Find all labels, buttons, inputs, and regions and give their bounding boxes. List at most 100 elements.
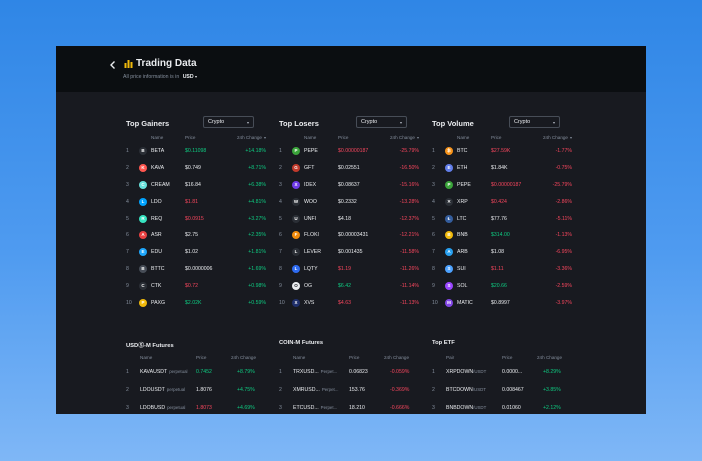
coin-name: XVS — [304, 300, 315, 307]
column-24h-change[interactable]: 24h Change — [237, 135, 266, 140]
coin-name: MATIC — [457, 300, 473, 307]
contract-24h-change: +3.85% — [543, 386, 561, 393]
top-etf-column-headers: Pair Price 24h Change — [432, 353, 572, 363]
table-row[interactable]: 1 ₿ BTC $27.59K -1.77% — [432, 143, 572, 160]
table-row[interactable]: 5 Ł LTC $77.76 -5.11% — [432, 211, 572, 228]
top-gainers-filter-dropdown[interactable]: Crypto — [203, 116, 254, 128]
coin-price: $0.11098 — [185, 148, 207, 154]
table-row[interactable]: 9 C CTK $0.72 +0.98% — [126, 278, 266, 295]
coin-price: $0.0915 — [185, 215, 204, 222]
table-row[interactable]: 3 BNBDOWN/USDT 0.01060 +2.12% — [432, 399, 572, 414]
table-row[interactable]: 10 X XVS $4.63 -11.13% — [279, 295, 419, 312]
top-gainers-column-headers: Name Price 24h Change — [126, 133, 266, 143]
bnb-icon: B — [445, 231, 453, 240]
table-row[interactable]: 4 ✕ XRP $0.424 -2.86% — [432, 194, 572, 211]
unfi-icon: U — [292, 214, 300, 223]
table-row[interactable]: 3 P PEPE $0.00000187 -25.79% — [432, 177, 572, 194]
table-row[interactable]: 2 G GFT $0.02551 -16.50% — [279, 160, 419, 177]
row-rank: 3 — [126, 181, 129, 188]
table-row[interactable]: 8 L LQTY $1.19 -11.26% — [279, 261, 419, 278]
table-row[interactable]: 8 S SUI $1.11 -3.36% — [432, 261, 572, 278]
row-rank: 2 — [126, 164, 129, 171]
coinm-futures-panel: COIN-M Futures Name Price 24h Change 1 TRXUSD… — [279, 340, 419, 414]
table-row[interactable]: 2 XMRUSD... Perpet... 153.76 -0.369% — [279, 381, 419, 399]
coin-24h-change: -1.77% — [555, 148, 572, 154]
table-row[interactable]: 3 X IDEX $0.08637 -15.16% — [279, 177, 419, 194]
contract-price: 0.06823 — [349, 369, 368, 375]
coinm-futures-column-headers: Name Price 24h Change — [279, 353, 419, 363]
coin-name: PEPE — [457, 181, 471, 188]
contract-symbol: ETCUSD... Perpet... — [293, 405, 337, 411]
coin-24h-change: -2.59% — [555, 283, 572, 290]
coin-name: XRP — [457, 198, 468, 205]
symbol-suffix: /USDT — [473, 404, 487, 410]
table-row[interactable]: 4 W WOO $0.2332 -13.28% — [279, 194, 419, 211]
symbol-suffix: perpetual — [166, 386, 186, 392]
row-rank: 4 — [432, 198, 435, 205]
pepe-icon: P — [292, 147, 300, 155]
table-row[interactable]: 3 C CREAM $16.84 +6.38% — [126, 177, 266, 194]
table-row[interactable]: 6 A ASR $2.75 +2.35% — [126, 227, 266, 244]
symbol-suffix: Perpet... — [320, 404, 338, 410]
row-rank: 1 — [126, 148, 129, 154]
coin-price: $0.00003431 — [338, 232, 369, 239]
table-row[interactable]: 2 K KAVA $0.749 +8.71% — [126, 160, 266, 177]
contract-price: 0.01060 — [502, 404, 521, 411]
table-row[interactable]: 1 XRPDOWN/USDT 0.0000... +8.29% — [432, 363, 572, 381]
column-name: Name — [140, 355, 153, 360]
table-row[interactable]: 10 M MATIC $0.8997 -3.97% — [432, 295, 572, 312]
table-row[interactable]: 1 TRXUSD... Perpet... 0.06823 -0.059% — [279, 363, 419, 381]
table-row[interactable]: 4 L LDO $1.81 +4.81% — [126, 194, 266, 211]
symbol-name: LDOBUSD — [140, 404, 166, 411]
coin-24h-change: +14.18% — [245, 148, 266, 154]
coin-24h-change: -11.58% — [400, 249, 419, 256]
column-24h-change[interactable]: 24h Change — [390, 135, 419, 140]
contract-symbol: XMRUSD... Perpet... — [293, 387, 338, 393]
table-row[interactable]: 3 LDOBUSD perpetual 1.8073 +4.69% — [126, 399, 266, 414]
row-rank: 5 — [279, 215, 282, 222]
table-row[interactable]: 7 E EDU $1.02 +1.81% — [126, 244, 266, 261]
table-row[interactable]: 8 B BTTC $0.0000006 +1.69% — [126, 261, 266, 278]
table-row[interactable]: 2 E ETH $1.84K -0.75% — [432, 160, 572, 177]
contract-symbol: TRXUSD... Perpet... — [293, 369, 337, 375]
back-arrow-icon[interactable] — [108, 60, 118, 70]
coin-24h-change: -11.14% — [400, 283, 419, 290]
table-row[interactable]: 5 U UNFI $4.18 -12.37% — [279, 211, 419, 228]
table-row[interactable]: 2 LDOUSDT perpetual 1.8076 +4.75% — [126, 381, 266, 399]
table-row[interactable]: 7 A ARB $1.08 -6.95% — [432, 244, 572, 261]
row-rank: 8 — [126, 266, 129, 273]
row-rank: 8 — [432, 266, 435, 273]
table-row[interactable]: 3 ETCUSD... Perpet... 18.210 -0.666% — [279, 399, 419, 414]
table-row[interactable]: 9 S SOL $20.66 -2.59% — [432, 278, 572, 295]
table-row[interactable]: 1 B BETA $0.11098 +14.18% — [126, 143, 266, 160]
top-volume-filter-dropdown[interactable]: Crypto — [509, 116, 560, 128]
top-gainers-header: Top Gainers Crypto — [126, 116, 266, 130]
dropdown-value: Crypto — [361, 119, 378, 125]
table-row[interactable]: 6 F FLOKI $0.00003431 -12.21% — [279, 227, 419, 244]
table-row[interactable]: 9 O OG $6.42 -11.14% — [279, 278, 419, 295]
column-price: Price — [185, 135, 196, 140]
table-row[interactable]: 1 KAVAUSDT perpetual 0.7452 +8.79% — [126, 363, 266, 381]
coin-name: EDU — [151, 249, 162, 256]
table-row[interactable]: 2 BTCDOWN/USDT 0.008467 +3.85% — [432, 381, 572, 399]
symbol-name: ETCUSD... — [293, 404, 319, 411]
ctk-icon: C — [139, 282, 147, 291]
table-row[interactable]: 6 B BNB $314.00 -1.13% — [432, 227, 572, 244]
coin-24h-change: +3.27% — [248, 215, 266, 222]
page-header: Trading Data All price information is in… — [56, 46, 646, 92]
table-row[interactable]: 7 L LEVER $0.001435 -11.58% — [279, 244, 419, 261]
top-losers-filter-dropdown[interactable]: Crypto — [356, 116, 407, 128]
table-row[interactable]: 5 R REQ $0.0915 +3.27% — [126, 211, 266, 228]
table-row[interactable]: 10 P PAXG $2.02K +0.59% — [126, 295, 266, 312]
og-icon: O — [292, 282, 300, 291]
arb-icon: A — [445, 248, 453, 257]
coin-24h-change: -3.36% — [555, 266, 572, 273]
coin-name: FLOKI — [304, 232, 319, 239]
column-name: Name — [304, 135, 317, 140]
column-24h-change[interactable]: 24h Change — [543, 135, 572, 140]
coin-24h-change: -25.79% — [552, 181, 572, 188]
currency-selector[interactable]: USD — [183, 74, 198, 80]
coin-name: ARB — [457, 249, 468, 256]
table-row[interactable]: 1 P PEPE $0.00000187 -25.79% — [279, 143, 419, 160]
top-gainers-title: Top Gainers — [126, 119, 170, 128]
